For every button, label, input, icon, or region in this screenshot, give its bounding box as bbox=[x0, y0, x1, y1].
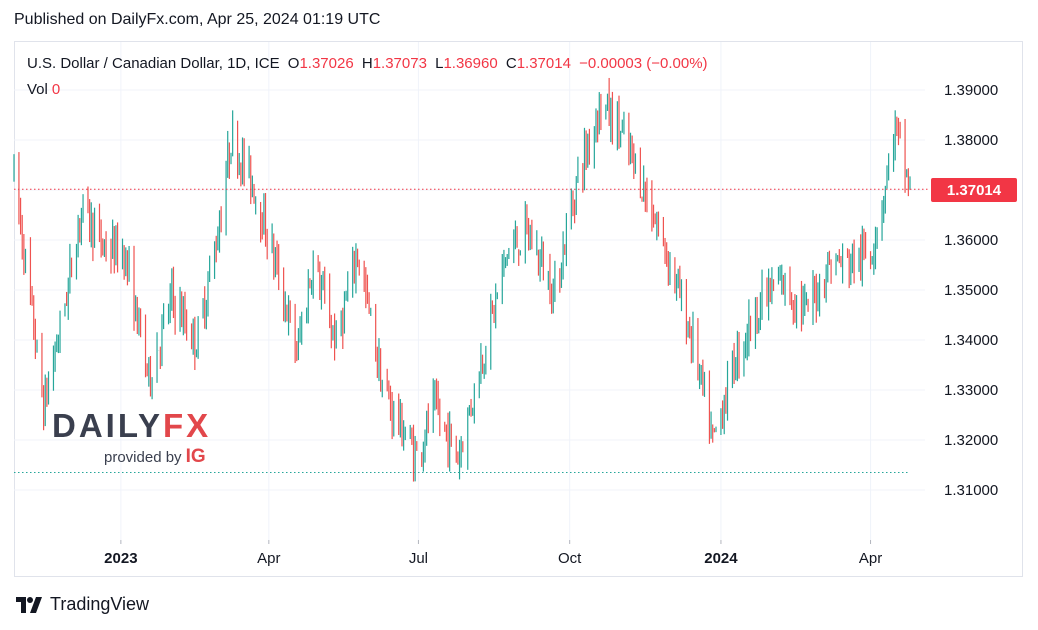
provided-by-text: provided by bbox=[104, 449, 182, 466]
last-price-tag: 1.37014 bbox=[931, 178, 1017, 202]
tradingview-logo-icon bbox=[16, 596, 42, 613]
y-tick-label: 1.31000 bbox=[944, 482, 998, 499]
close-label: C bbox=[505, 55, 517, 72]
y-tick-label: 1.39000 bbox=[944, 82, 998, 99]
volume-legend: Vol 0 bbox=[27, 81, 60, 98]
low-label: L bbox=[435, 55, 444, 72]
candles bbox=[13, 77, 911, 482]
provided-by-ig: provided by IG bbox=[104, 446, 211, 468]
price-axis[interactable]: 1.31000 1.32000 1.33000 1.34000 1.35000 1.360… bbox=[944, 82, 998, 499]
published-caption: Published on DailyFx.com, Apr 25, 2024 0… bbox=[14, 11, 381, 28]
ohlc-legend: U.S. Dollar / Canadian Dollar, 1D, ICE O… bbox=[27, 55, 708, 72]
x-tick-label: 2024 bbox=[704, 550, 738, 567]
y-tick-label: 1.36000 bbox=[944, 232, 998, 249]
x-tick-label: Apr bbox=[257, 550, 280, 567]
x-tick-label: Apr bbox=[859, 550, 882, 567]
dailyfx-watermark: DAILYFX provided by IG bbox=[52, 408, 211, 468]
dailyfx-logo-left: DAILY bbox=[52, 407, 163, 444]
y-tick-label: 1.33000 bbox=[944, 382, 998, 399]
low-value: 1.36960 bbox=[443, 55, 498, 72]
x-tick-label: Jul bbox=[409, 550, 428, 567]
y-tick-label: 1.32000 bbox=[944, 432, 998, 449]
y-tick-label: 1.38000 bbox=[944, 132, 998, 149]
tradingview-label: TradingView bbox=[50, 594, 150, 614]
open-value: 1.37026 bbox=[299, 55, 354, 72]
change-value: −0.00003 (−0.00%) bbox=[579, 55, 708, 72]
y-tick-label: 1.34000 bbox=[944, 332, 998, 349]
grid-lines bbox=[14, 42, 925, 540]
x-tick-label: Oct bbox=[558, 550, 582, 567]
close-value: 1.37014 bbox=[516, 55, 571, 72]
y-tick-label: 1.35000 bbox=[944, 282, 998, 299]
x-tick-label: 2023 bbox=[104, 550, 137, 567]
volume-value: 0 bbox=[51, 81, 61, 98]
volume-label: Vol bbox=[27, 81, 48, 98]
tradingview-brand[interactable]: TradingView bbox=[16, 594, 149, 615]
dailyfx-logo: DAILYFX bbox=[52, 408, 211, 444]
open-label: O bbox=[287, 55, 300, 72]
high-label: H bbox=[361, 55, 373, 72]
ig-logo: IG bbox=[185, 446, 206, 467]
high-value: 1.37073 bbox=[372, 55, 427, 72]
dailyfx-logo-right: FX bbox=[162, 407, 212, 444]
price-levels bbox=[14, 188, 930, 473]
symbol-description[interactable]: U.S. Dollar / Canadian Dollar, 1D, ICE bbox=[27, 55, 280, 72]
time-axis[interactable]: 2023 Apr Jul Oct 2024 Apr bbox=[104, 540, 882, 567]
chart-frame[interactable] bbox=[14, 41, 1023, 577]
